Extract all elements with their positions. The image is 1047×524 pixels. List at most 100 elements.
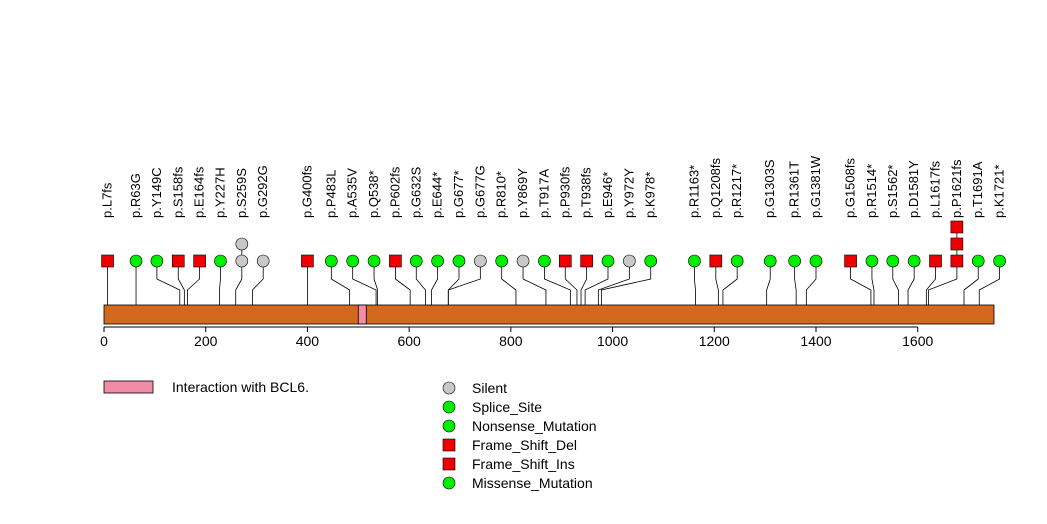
mutation-stem bbox=[187, 261, 201, 305]
mutation-label: p.K1721* bbox=[992, 165, 1007, 219]
x-axis-tick-label: 400 bbox=[296, 333, 320, 349]
legend-entry-label: Missense_Mutation bbox=[472, 475, 593, 491]
mutation-marker-circle bbox=[809, 254, 823, 268]
mutation-stem bbox=[564, 261, 578, 305]
mutation-label: p.S259S bbox=[234, 168, 249, 218]
mutation-label: p.G632S bbox=[408, 166, 423, 218]
x-axis-tick-label: 1000 bbox=[597, 333, 628, 349]
legend-entry-label: Nonsense_Mutation bbox=[472, 418, 597, 434]
legend-marker-circle bbox=[442, 381, 456, 395]
mutation-stem bbox=[447, 261, 460, 305]
mutation-label: p.E946* bbox=[600, 172, 615, 218]
mutation-label: p.R1217* bbox=[729, 164, 744, 218]
mutation-marker-circle bbox=[474, 254, 487, 268]
mutation-stem bbox=[963, 261, 979, 305]
mutation-label: p.K978* bbox=[643, 172, 658, 218]
mutation-marker-circle bbox=[409, 254, 423, 268]
mutation-label: p.R810* bbox=[494, 171, 509, 218]
mutation-label: p.G1508fs bbox=[843, 158, 858, 218]
mutation-label: p.T938fs bbox=[579, 167, 594, 218]
mutation-stem bbox=[978, 261, 1000, 305]
mutation-stem bbox=[584, 261, 609, 305]
mutation-label: p.R63G bbox=[128, 173, 143, 218]
mutation-label: p.T1691A bbox=[970, 161, 985, 218]
mutation-label: p.S158fs bbox=[170, 166, 185, 218]
x-axis-tick-label: 600 bbox=[397, 333, 421, 349]
mutation-stem bbox=[431, 261, 439, 305]
mutation-label: p.R1514* bbox=[864, 164, 879, 218]
mutation-stem bbox=[395, 261, 411, 305]
x-axis-tick-label: 800 bbox=[499, 333, 523, 349]
legend-marker-square bbox=[442, 438, 456, 452]
mutation-label: p.Q538* bbox=[366, 170, 381, 218]
mutation-marker-circle bbox=[688, 254, 701, 268]
legend-marker-circle bbox=[442, 419, 456, 433]
mutation-stem bbox=[447, 261, 481, 305]
protein-track bbox=[103, 304, 995, 325]
mutation-label: p.E644* bbox=[430, 172, 445, 218]
domain-interaction-bcl6 bbox=[357, 304, 367, 325]
mutation-marker-circle bbox=[886, 254, 900, 268]
mutation-stem bbox=[927, 261, 958, 305]
mutation-marker-circle bbox=[325, 254, 338, 268]
mutation-label: p.R1361T bbox=[787, 161, 802, 218]
mutation-marker-circle bbox=[256, 254, 270, 268]
mutation-stem bbox=[600, 261, 652, 305]
mutation-marker-square bbox=[301, 254, 314, 268]
x-axis-tick-label: 0 bbox=[100, 333, 108, 349]
mutation-label: p.P602fs bbox=[387, 166, 402, 218]
mutation-stem bbox=[794, 261, 797, 305]
mutation-label: p.G677G bbox=[472, 165, 487, 218]
mutation-stem bbox=[252, 261, 264, 305]
mutation-label: p.A535V bbox=[345, 168, 360, 218]
mutation-label: p.Y149C bbox=[149, 167, 164, 218]
mutation-stem bbox=[522, 261, 547, 305]
mutation-stem bbox=[415, 261, 426, 305]
mutation-marker-circle bbox=[495, 254, 509, 268]
mutation-stem bbox=[766, 261, 771, 305]
legend-entry-label: Frame_Shift_Del bbox=[472, 437, 577, 453]
mutation-stem bbox=[501, 261, 517, 305]
mutation-marker-square bbox=[558, 254, 572, 268]
legend-marker-circle bbox=[442, 400, 456, 414]
mutation-marker-circle bbox=[346, 254, 359, 268]
mutation-label: p.G292G bbox=[255, 165, 270, 218]
mutation-marker-circle bbox=[763, 254, 777, 268]
mutation-labels: p.L7fs p.R63G p.Y149C p.S158fs p.E164fs p.Y22… bbox=[100, 155, 1007, 218]
mutation-marker-circle bbox=[730, 254, 744, 268]
mutation-marker-circle bbox=[644, 254, 658, 268]
x-axis: 0 200 400 600 800 1000 1200 1400 1600 bbox=[100, 326, 933, 349]
mutation-label: p.R1163* bbox=[686, 165, 701, 218]
mutation-marker-circle bbox=[235, 254, 249, 268]
mutation-marker-square bbox=[101, 254, 114, 268]
mutation-stem bbox=[219, 261, 221, 305]
mutation-marker-circle bbox=[150, 254, 164, 268]
legend-marker-square bbox=[442, 457, 456, 471]
mutation-marker-circle bbox=[907, 254, 921, 268]
legend: Interaction with BCL6. Silent Splice_Site N… bbox=[103, 379, 597, 491]
mutation-label: p.S1562* bbox=[885, 165, 900, 219]
mutation-marker-circle bbox=[865, 254, 879, 268]
mutation-stem bbox=[352, 261, 377, 305]
mutation-stem bbox=[544, 261, 571, 305]
mutation-label: p.D1581Y bbox=[906, 160, 921, 218]
mutation-label: p.Y869Y bbox=[515, 168, 530, 218]
mutation-marker-square bbox=[580, 254, 593, 268]
mutation-marker-circle bbox=[971, 254, 985, 268]
mutation-marker-circle bbox=[367, 254, 381, 268]
mutation-markers bbox=[101, 220, 1006, 268]
mutation-marker-circle bbox=[538, 254, 551, 268]
mutation-label: p.T917A bbox=[536, 169, 551, 218]
protein-bar bbox=[103, 304, 995, 325]
mutation-marker-square bbox=[929, 254, 942, 268]
mutation-label: p.G400fs bbox=[299, 165, 314, 218]
mutation-stem bbox=[156, 261, 181, 305]
x-axis-tick-label: 1400 bbox=[800, 333, 831, 349]
legend-entry-label: Frame_Shift_Ins bbox=[472, 456, 575, 472]
mutation-stem bbox=[892, 261, 899, 305]
mutation-marker-circle bbox=[623, 254, 636, 268]
mutation-marker-square bbox=[193, 254, 206, 268]
mutation-stem bbox=[330, 261, 351, 305]
mutation-marker-circle bbox=[431, 254, 444, 268]
mutation-marker-square bbox=[950, 237, 964, 251]
